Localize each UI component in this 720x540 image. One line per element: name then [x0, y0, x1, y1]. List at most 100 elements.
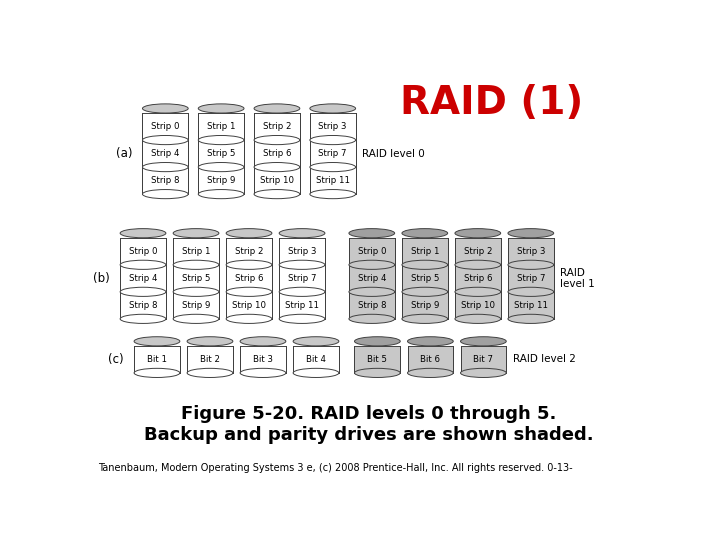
Ellipse shape	[354, 337, 400, 346]
Text: Strip 10: Strip 10	[232, 301, 266, 310]
Bar	[120, 265, 166, 292]
Ellipse shape	[120, 260, 166, 269]
Bar	[408, 346, 454, 373]
Bar	[226, 238, 272, 265]
Bar	[461, 346, 506, 373]
Bar	[120, 238, 166, 265]
Text: Strip 7: Strip 7	[516, 274, 545, 283]
Ellipse shape	[293, 368, 339, 377]
Bar	[198, 113, 244, 140]
Text: Bit 2: Bit 2	[200, 355, 220, 364]
Bar	[173, 238, 219, 265]
Text: Strip 8: Strip 8	[129, 301, 157, 310]
Text: Strip 1: Strip 1	[181, 247, 210, 256]
Ellipse shape	[508, 228, 554, 238]
Ellipse shape	[455, 228, 500, 238]
Text: Strip 6: Strip 6	[263, 149, 291, 158]
Text: Strip 4: Strip 4	[151, 149, 179, 158]
Ellipse shape	[349, 314, 395, 323]
Ellipse shape	[173, 228, 219, 238]
Ellipse shape	[402, 287, 448, 296]
Bar	[187, 346, 233, 373]
Ellipse shape	[310, 163, 356, 172]
Bar	[143, 113, 188, 140]
Ellipse shape	[408, 337, 454, 346]
Ellipse shape	[508, 287, 554, 296]
Bar	[310, 140, 356, 167]
Bar	[279, 265, 325, 292]
Text: Figure 5-20. RAID levels 0 through 5.
Backup and parity drives are shown shaded.: Figure 5-20. RAID levels 0 through 5. Ba…	[144, 405, 594, 444]
Bar	[455, 292, 500, 319]
Text: Strip 0: Strip 0	[129, 247, 157, 256]
Text: Strip 2: Strip 2	[263, 122, 291, 131]
Text: Strip 10: Strip 10	[461, 301, 495, 310]
Ellipse shape	[461, 337, 506, 346]
Ellipse shape	[173, 260, 219, 269]
Text: Strip 3: Strip 3	[516, 247, 545, 256]
Ellipse shape	[508, 260, 554, 269]
Bar	[173, 265, 219, 292]
Bar	[349, 292, 395, 319]
Bar	[508, 238, 554, 265]
Ellipse shape	[349, 228, 395, 238]
Text: Strip 5: Strip 5	[410, 274, 439, 283]
Bar	[349, 265, 395, 292]
Text: Strip 8: Strip 8	[358, 301, 386, 310]
Ellipse shape	[354, 368, 400, 377]
Bar	[310, 167, 356, 194]
Text: RAID
level 1: RAID level 1	[560, 267, 595, 289]
Ellipse shape	[198, 190, 244, 199]
Bar	[402, 265, 448, 292]
Ellipse shape	[279, 287, 325, 296]
Ellipse shape	[455, 260, 500, 269]
Text: Strip 2: Strip 2	[235, 247, 264, 256]
Ellipse shape	[279, 314, 325, 323]
Ellipse shape	[408, 368, 454, 377]
Text: Tanenbaum, Modern Operating Systems 3 e, (c) 2008 Prentice-Hall, Inc. All rights: Tanenbaum, Modern Operating Systems 3 e,…	[98, 463, 572, 473]
Text: (b): (b)	[94, 272, 110, 285]
Ellipse shape	[120, 228, 166, 238]
Text: RAID (1): RAID (1)	[400, 84, 583, 122]
Ellipse shape	[134, 337, 180, 346]
Ellipse shape	[198, 104, 244, 113]
Text: Strip 6: Strip 6	[235, 274, 264, 283]
Ellipse shape	[187, 337, 233, 346]
Bar	[143, 167, 188, 194]
Bar	[226, 265, 272, 292]
Ellipse shape	[120, 314, 166, 323]
Ellipse shape	[455, 287, 500, 296]
Ellipse shape	[254, 136, 300, 145]
Ellipse shape	[402, 260, 448, 269]
Ellipse shape	[134, 368, 180, 377]
Text: RAID level 0: RAID level 0	[362, 148, 425, 159]
Bar	[226, 292, 272, 319]
Ellipse shape	[293, 337, 339, 346]
Bar	[455, 265, 500, 292]
Text: Strip 0: Strip 0	[151, 122, 179, 131]
Ellipse shape	[240, 337, 286, 346]
Ellipse shape	[349, 260, 395, 269]
Ellipse shape	[240, 368, 286, 377]
Text: Strip 1: Strip 1	[410, 247, 439, 256]
Bar	[120, 292, 166, 319]
Bar	[198, 167, 244, 194]
Ellipse shape	[143, 163, 188, 172]
Text: Strip 5: Strip 5	[181, 274, 210, 283]
Ellipse shape	[402, 314, 448, 323]
Bar	[254, 140, 300, 167]
Ellipse shape	[402, 228, 448, 238]
Bar	[508, 292, 554, 319]
Bar	[349, 238, 395, 265]
Ellipse shape	[143, 104, 188, 113]
Ellipse shape	[143, 136, 188, 145]
Text: Bit 5: Bit 5	[367, 355, 387, 364]
Ellipse shape	[173, 287, 219, 296]
Text: Strip 4: Strip 4	[358, 274, 386, 283]
Text: Strip 3: Strip 3	[288, 247, 316, 256]
Text: RAID level 2: RAID level 2	[513, 354, 576, 364]
Bar	[143, 140, 188, 167]
Ellipse shape	[279, 260, 325, 269]
Ellipse shape	[120, 287, 166, 296]
Ellipse shape	[310, 104, 356, 113]
Text: Strip 4: Strip 4	[129, 274, 157, 283]
